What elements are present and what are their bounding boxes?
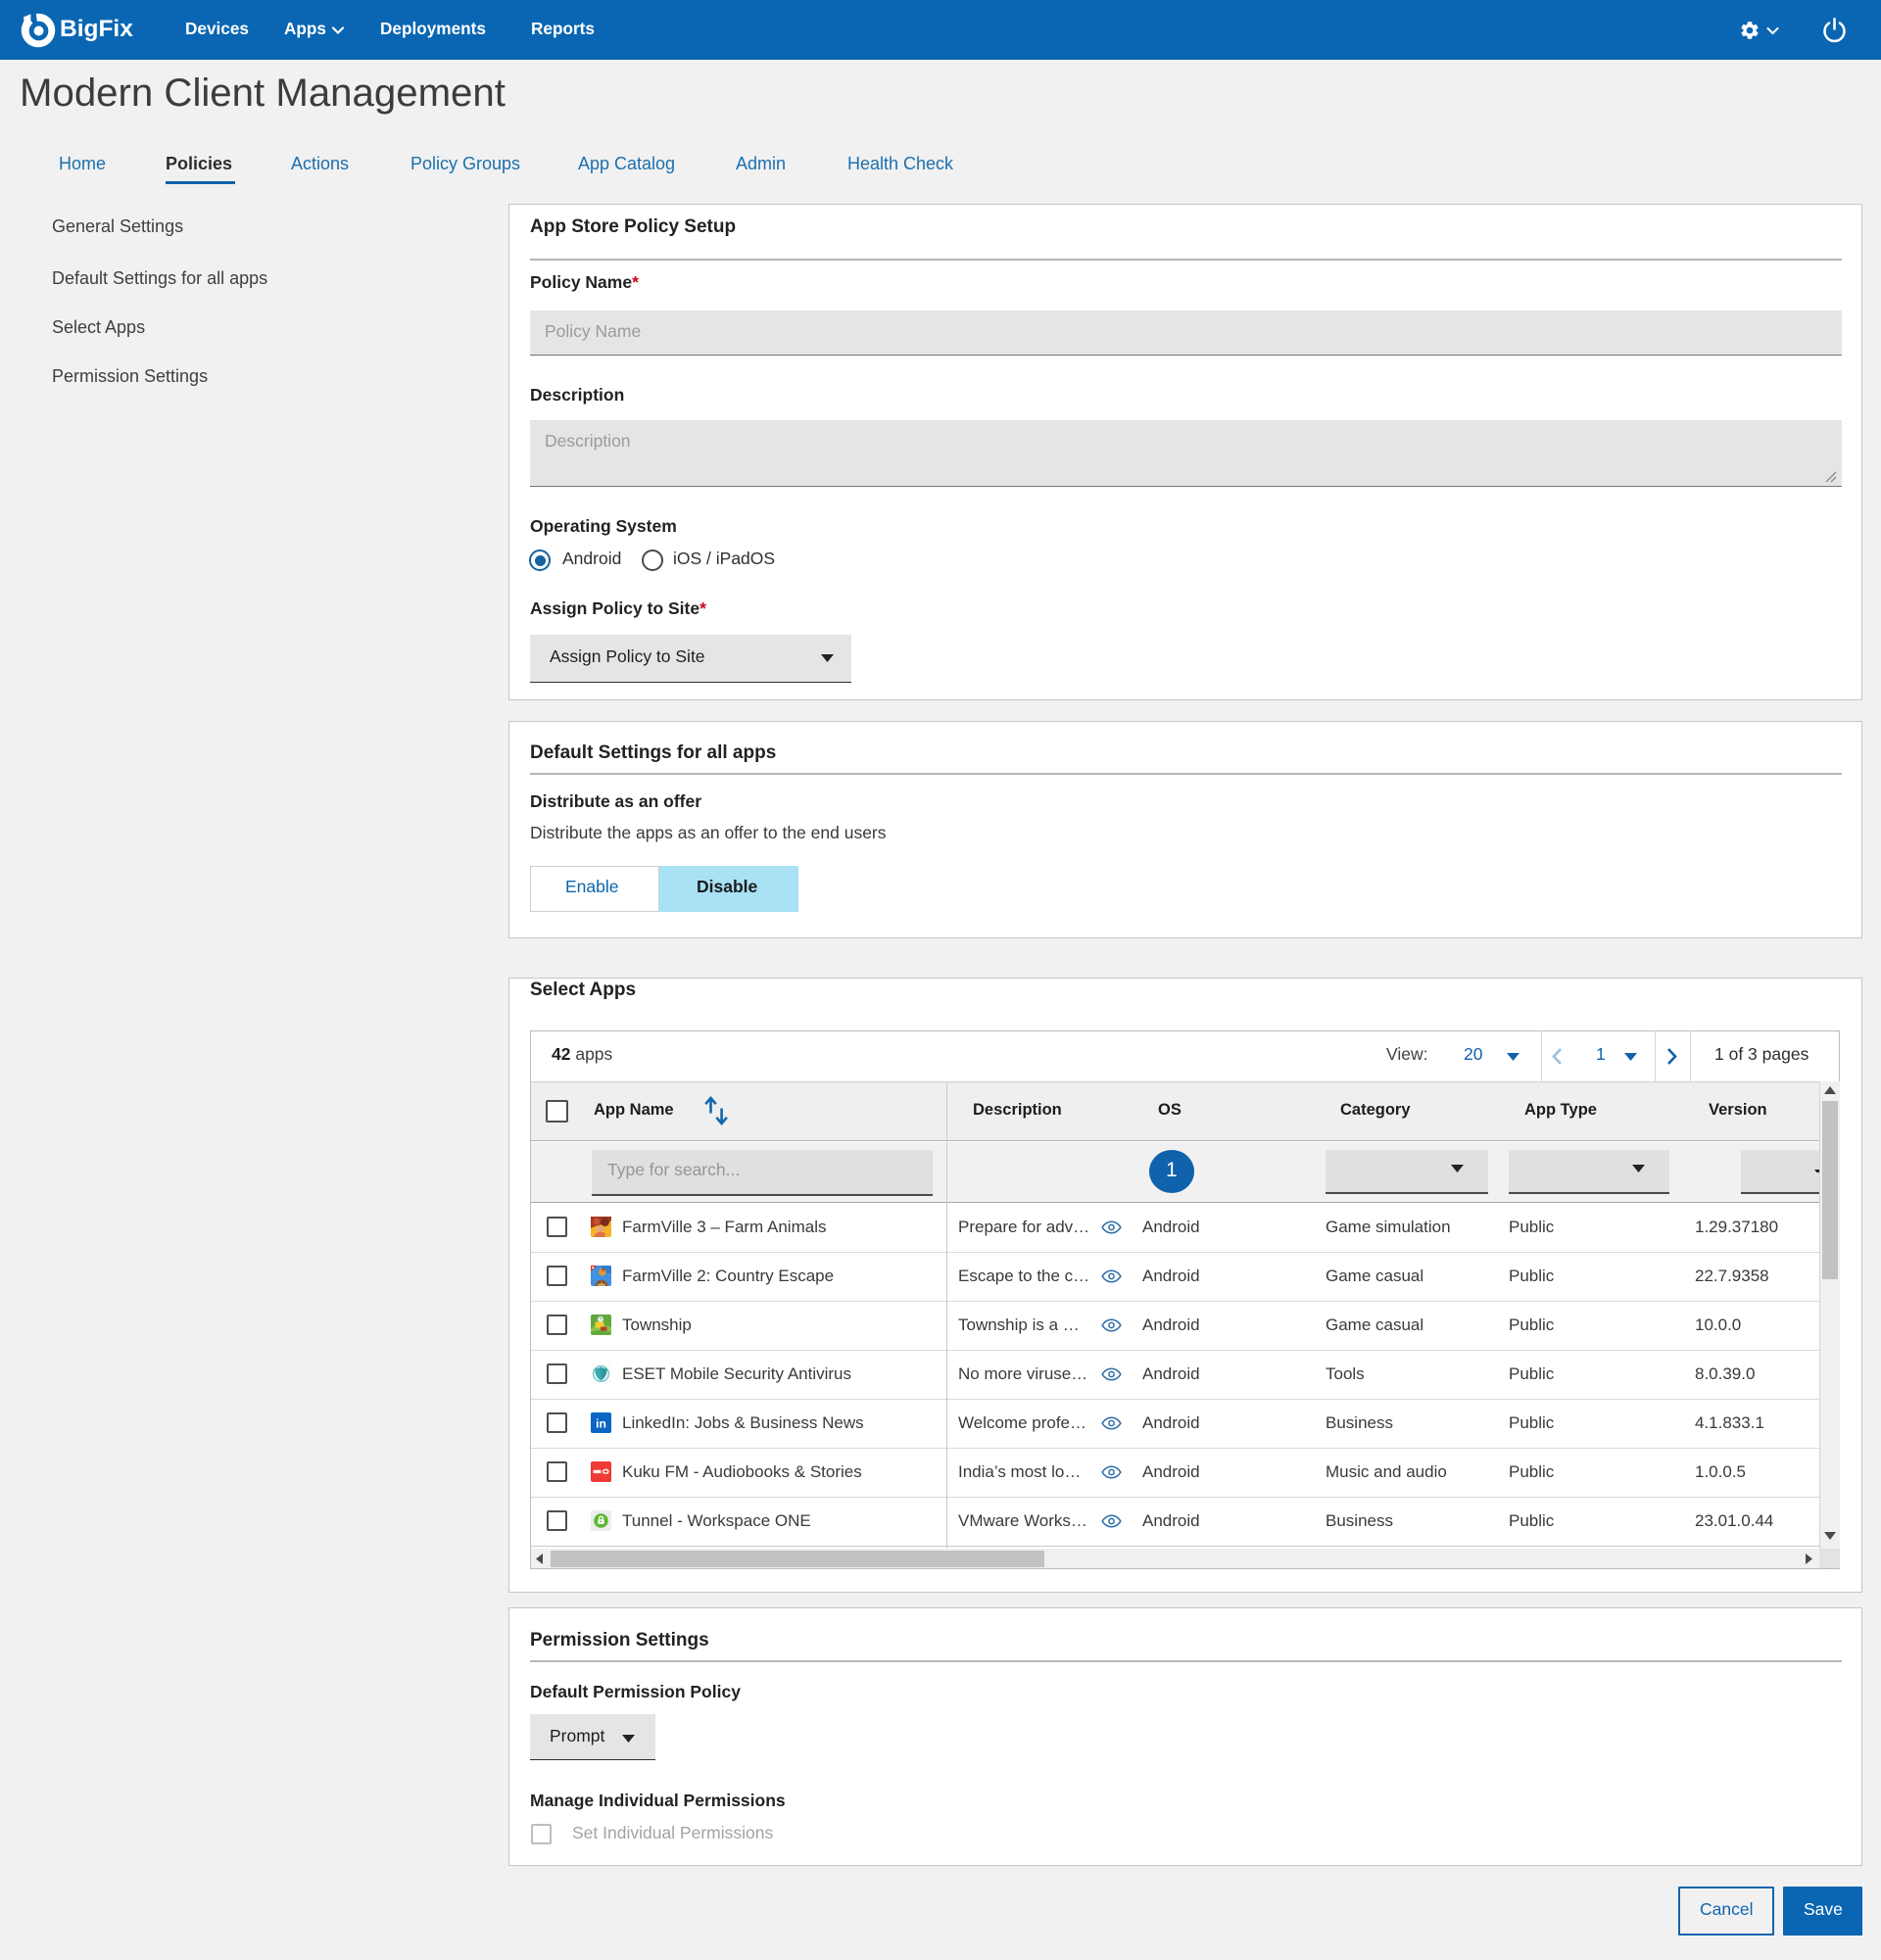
svg-text:?: ?: [599, 1317, 602, 1323]
svg-text:in: in: [596, 1417, 606, 1431]
